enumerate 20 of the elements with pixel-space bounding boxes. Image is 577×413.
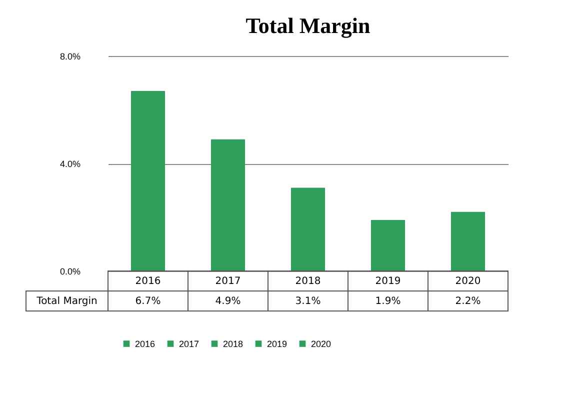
data-label: 3.1% [295, 296, 321, 307]
x-tick-label: 2018 [295, 276, 321, 287]
y-tick-label: 8.0% [60, 52, 80, 62]
legend-label: 2016 [135, 338, 156, 349]
legend-label: 2019 [267, 338, 288, 349]
y-tick-label: 0.0% [60, 266, 80, 276]
text: Total Margin [36, 296, 98, 307]
x-tick-label: 2020 [455, 276, 481, 287]
legend-label: 2018 [223, 338, 244, 349]
x-tick-label: 2016 [135, 276, 161, 287]
chart-title: Total Margin [246, 13, 370, 38]
data-label: 6.7% [135, 296, 161, 307]
data-label: 2.2% [455, 296, 481, 307]
x-tick-label: 2017 [215, 276, 241, 287]
data-label: 1.9% [375, 296, 401, 307]
data-label: 4.9% [215, 296, 241, 307]
y-tick-label: 4.0% [60, 159, 80, 169]
legend-label: 2020 [311, 338, 332, 349]
legend-label: 2017 [179, 338, 200, 349]
x-tick-label: 2019 [375, 276, 401, 287]
